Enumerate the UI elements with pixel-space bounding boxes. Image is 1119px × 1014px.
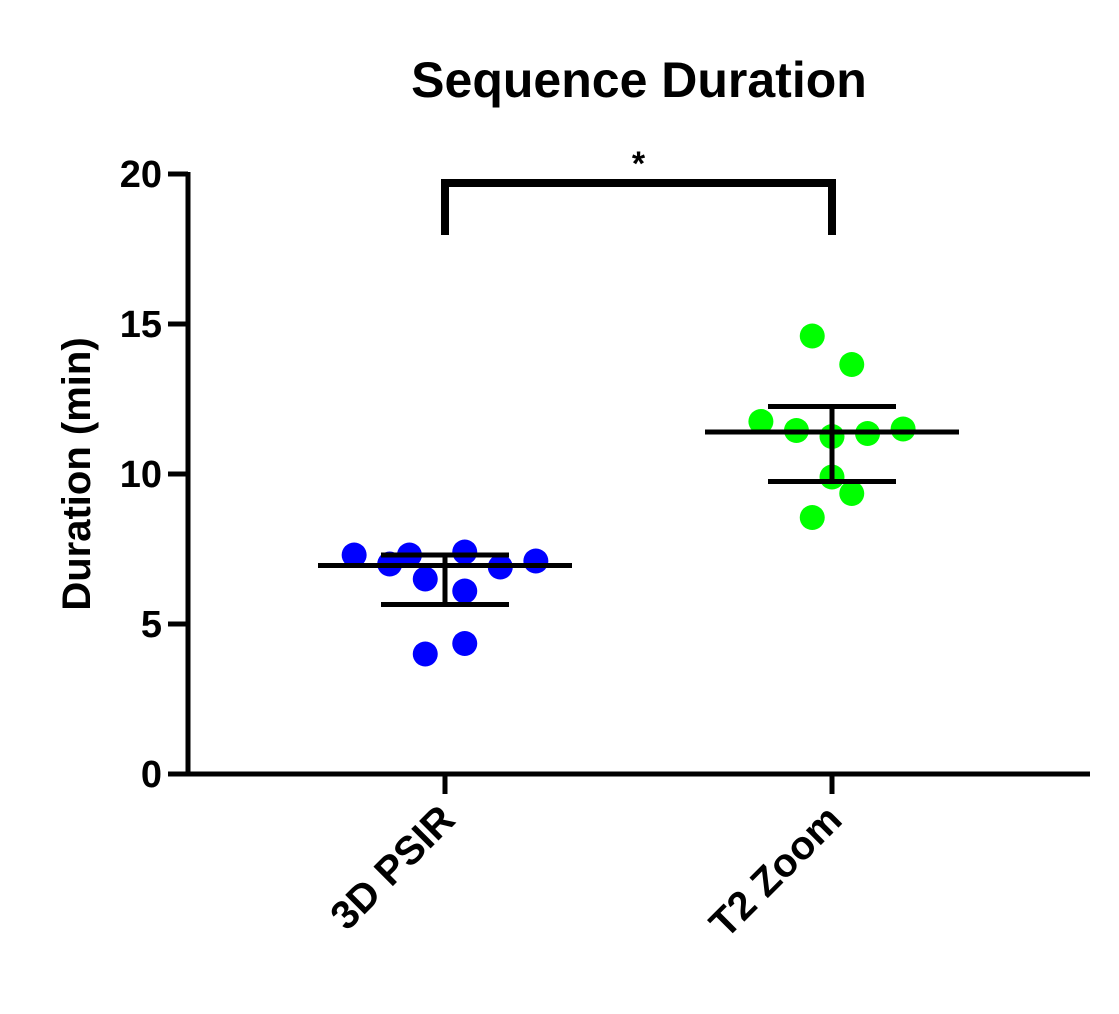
- y-tick-label: 15: [120, 304, 162, 346]
- data-points: [341, 323, 916, 667]
- x-tick-label: T2 Zoom: [701, 797, 850, 946]
- y-axis-label: Duration (min): [55, 337, 99, 610]
- data-point: [412, 566, 438, 592]
- significance-label: *: [632, 145, 646, 183]
- significance-annotation: *: [441, 145, 836, 235]
- data-point: [839, 352, 865, 377]
- chart-title: Sequence Duration: [411, 52, 867, 108]
- data-point: [452, 578, 478, 604]
- data-point: [748, 409, 774, 434]
- data-point: [452, 539, 478, 565]
- data-point: [890, 416, 916, 442]
- data-point: [412, 641, 438, 667]
- y-tick-label: 20: [120, 154, 162, 196]
- x-axis: 3D PSIR T2 Zoom: [186, 771, 1090, 946]
- data-point: [523, 548, 549, 574]
- data-point: [799, 505, 825, 530]
- mean-error-bars: [318, 404, 959, 607]
- data-point: [452, 631, 478, 656]
- y-tick-label: 0: [141, 754, 162, 796]
- y-tick-label: 5: [141, 604, 162, 646]
- y-axis: 0 5 10 15 20: [120, 154, 191, 796]
- data-point: [839, 481, 865, 506]
- x-tick-label: 3D PSIR: [322, 797, 463, 938]
- y-tick-label: 10: [120, 454, 162, 496]
- data-point: [799, 323, 825, 349]
- data-point: [341, 542, 367, 568]
- significance-bracket: [441, 179, 836, 235]
